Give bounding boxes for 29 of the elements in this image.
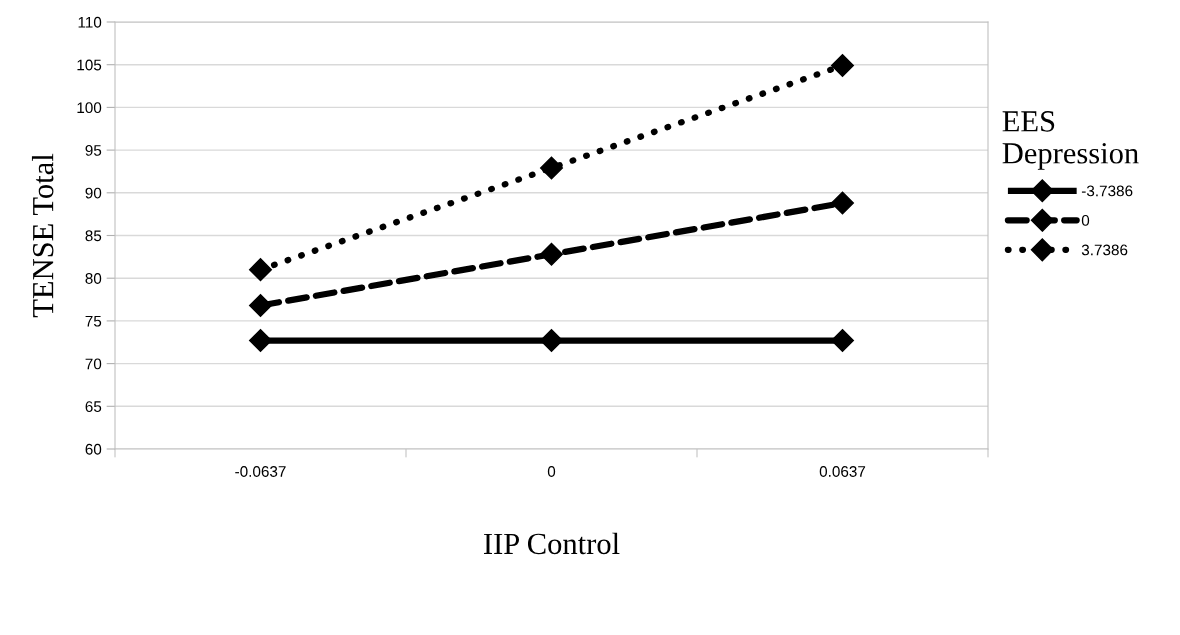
point [249, 329, 272, 353]
y-tick-label: 75 [85, 315, 102, 327]
y-tick-label: 95 [85, 144, 102, 156]
y-tick-label: 85 [85, 230, 102, 242]
y-tick-label: 110 [78, 16, 102, 28]
y-tick-label: 80 [85, 273, 102, 284]
legend-label: 0 [1081, 215, 1090, 226]
point [249, 258, 272, 282]
x-tick-label: 0.0637 [819, 466, 866, 477]
point [831, 54, 854, 78]
point [540, 329, 563, 353]
point [831, 329, 854, 353]
point [540, 156, 563, 180]
point [831, 191, 854, 215]
y-tick-label: 65 [85, 401, 102, 412]
point [540, 242, 563, 266]
y-axis-title: TENSE Total [31, 153, 54, 318]
y-tick-label: 105 [77, 59, 102, 71]
y-tick-label: 90 [85, 187, 102, 199]
x-axis-title: IIP Control [484, 532, 620, 555]
legend-label: -3.7386 [1081, 185, 1133, 197]
y-tick-label: 100 [77, 102, 102, 114]
legend-title: EES Depression [1002, 111, 1139, 170]
y-tick-label: 70 [85, 358, 102, 370]
legend-label: 3.7386 [1081, 244, 1128, 256]
x-tick-label: -0.0637 [235, 466, 286, 477]
y-tick-label: 60 [85, 443, 102, 455]
x-tick-label: 0 [547, 466, 556, 477]
point [249, 294, 272, 318]
